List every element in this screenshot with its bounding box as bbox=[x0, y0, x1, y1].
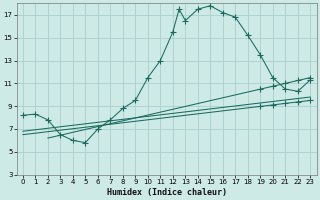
X-axis label: Humidex (Indice chaleur): Humidex (Indice chaleur) bbox=[107, 188, 227, 197]
